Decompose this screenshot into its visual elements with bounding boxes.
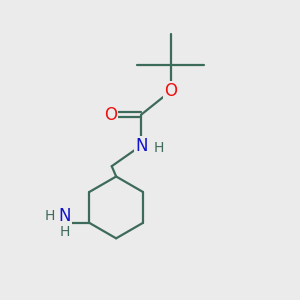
- Text: H: H: [59, 225, 70, 239]
- Text: O: O: [104, 106, 117, 124]
- Text: N: N: [58, 207, 70, 225]
- Text: H: H: [44, 209, 55, 224]
- Text: H: H: [154, 141, 164, 155]
- Text: O: O: [164, 82, 177, 100]
- Text: N: N: [135, 136, 147, 154]
